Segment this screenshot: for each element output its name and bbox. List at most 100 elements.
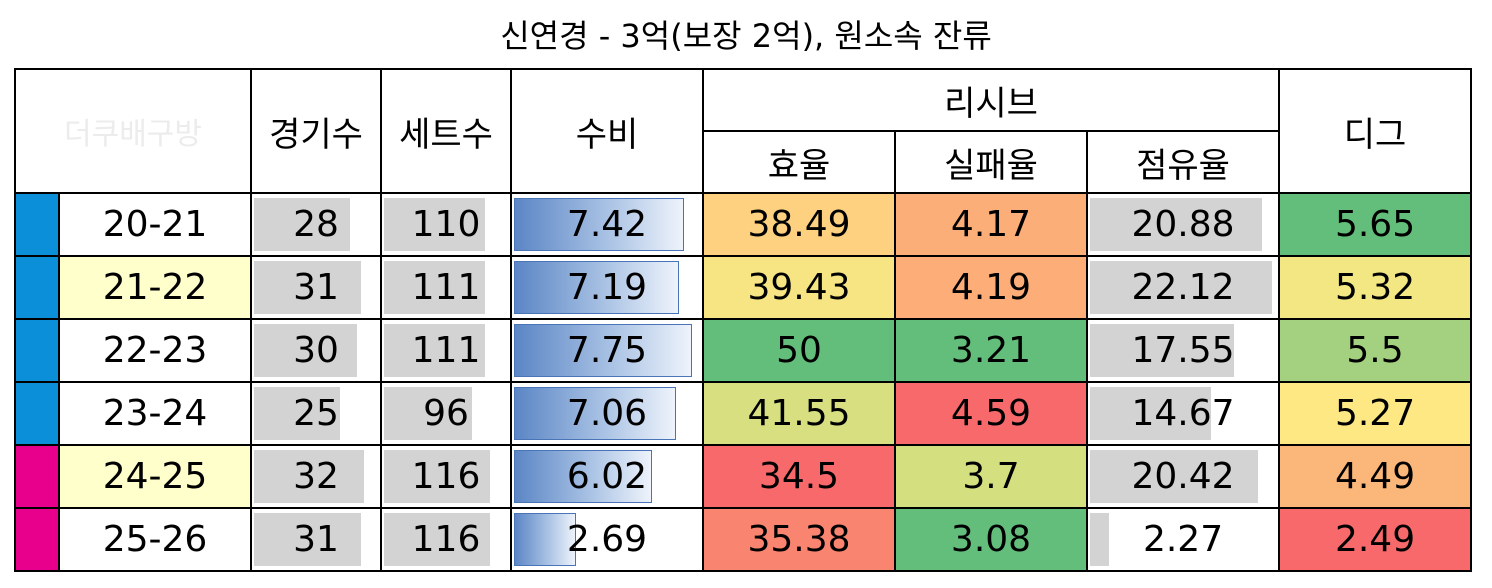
failure-value: 4.17	[950, 204, 1032, 245]
season-cell: 25-26	[58, 507, 252, 572]
sets-data-bar	[384, 261, 486, 314]
defense-value: 6.02	[566, 456, 648, 497]
failure-cell: 3.7	[894, 444, 1088, 509]
dig-value: 5.65	[1334, 204, 1416, 245]
efficiency-cell: 50	[702, 318, 896, 383]
efficiency-cell: 41.55	[702, 381, 896, 446]
games-data-bar	[254, 513, 361, 566]
games-cell: 28	[250, 192, 382, 257]
games-data-bar	[254, 324, 358, 377]
dig-value: 4.49	[1334, 456, 1416, 497]
team-header: 더쿠배구방	[14, 68, 252, 194]
failure-cell: 4.17	[894, 192, 1088, 257]
efficiency-cell: 35.38	[702, 507, 896, 572]
header-row-2: 효율 실패율 점유율	[15, 130, 1471, 194]
table-row: 25-26 31 116 2.69 35.38 3.08 2.27 2.49	[14, 507, 1473, 572]
games-value: 30	[293, 330, 339, 371]
share-data-bar	[1090, 450, 1258, 503]
sets-data-bar	[384, 324, 486, 377]
share-cell: 20.42	[1085, 444, 1281, 509]
sets-cell: 111	[380, 318, 512, 383]
defense-value: 7.06	[566, 393, 648, 434]
share-value: 22.12	[1131, 267, 1235, 308]
efficiency-cell: 39.43	[702, 255, 896, 320]
efficiency-cell: 38.49	[702, 192, 896, 257]
sets-cell: 110	[380, 192, 512, 257]
dig-cell: 5.5	[1278, 318, 1473, 383]
failure-cell: 4.19	[894, 255, 1088, 320]
games-value: 31	[293, 267, 339, 308]
games-value: 32	[293, 456, 339, 497]
dig-cell: 4.49	[1278, 444, 1473, 509]
games-value: 25	[293, 393, 339, 434]
chart-title: 신연경 - 3억(보장 2억), 원소속 잔류	[500, 17, 992, 55]
share-cell: 22.12	[1085, 255, 1281, 320]
failure-cell: 3.21	[894, 318, 1088, 383]
efficiency-header: 효율	[702, 130, 896, 194]
games-data-bar	[254, 387, 340, 440]
share-rate-header: 점유율	[1085, 130, 1281, 194]
failure-value: 4.19	[950, 267, 1032, 308]
receive-header: 리시브	[701, 68, 1281, 132]
games-cell: 30	[250, 318, 382, 383]
table-row: 21-22 31 111 7.19 39.43 4.19 22.12 5.32	[14, 255, 1473, 320]
defense-data-bar	[514, 324, 692, 377]
table-row: 23-24 25 96 7.06 41.55 4.59 14.67 5.27	[14, 381, 1473, 446]
season-cell: 22-23	[58, 318, 252, 383]
failure-value: 3.7	[962, 456, 1020, 497]
team-color-marker	[14, 444, 60, 509]
dig-value: 5.32	[1334, 267, 1416, 308]
season-cell: 21-22	[58, 255, 252, 320]
dig-value: 2.49	[1334, 519, 1416, 560]
sets-value: 111	[411, 267, 481, 308]
share-cell: 17.55	[1085, 318, 1281, 383]
sets-cell: 116	[380, 444, 512, 509]
defense-data-bar	[514, 261, 680, 314]
share-value: 20.42	[1131, 456, 1235, 497]
defense-value: 7.42	[566, 204, 648, 245]
sets-value: 116	[411, 519, 481, 560]
efficiency-value: 50	[776, 330, 822, 371]
share-data-bar	[1090, 513, 1109, 566]
share-data-bar	[1090, 324, 1235, 377]
defense-cell: 7.75	[510, 318, 704, 383]
failure-cell: 3.08	[894, 507, 1088, 572]
share-value: 2.27	[1142, 519, 1224, 560]
defense-value: 2.69	[566, 519, 648, 560]
sets-header: 세트수	[380, 68, 512, 194]
sets-value: 116	[411, 456, 481, 497]
table-row: 24-25 32 116 6.02 34.5 3.7 20.42 4.49	[14, 444, 1473, 509]
efficiency-value: 34.5	[758, 456, 840, 497]
games-cell: 31	[250, 507, 382, 572]
sets-value: 96	[423, 393, 469, 434]
sets-data-bar	[384, 387, 472, 440]
games-data-bar	[254, 261, 361, 314]
share-cell: 14.67	[1085, 381, 1281, 446]
defense-cell: 7.19	[510, 255, 704, 320]
season-cell: 20-21	[58, 192, 252, 257]
team-color-marker	[14, 318, 60, 383]
share-data-bar	[1090, 198, 1262, 251]
share-cell: 20.88	[1085, 192, 1281, 257]
share-value: 14.67	[1131, 393, 1235, 434]
efficiency-value: 39.43	[747, 267, 851, 308]
dig-cell: 2.49	[1278, 507, 1473, 572]
failure-cell: 4.59	[894, 381, 1088, 446]
sets-value: 110	[411, 204, 481, 245]
efficiency-cell: 34.5	[702, 444, 896, 509]
sets-data-bar	[384, 450, 490, 503]
defense-cell: 7.42	[510, 192, 704, 257]
defense-data-bar	[514, 450, 653, 503]
defense-value: 7.75	[566, 330, 648, 371]
season-cell: 24-25	[58, 444, 252, 509]
stats-table: 더쿠배구방 경기수 세트수 수비 리시브 디그 효율 실패율 점유율 20-21…	[14, 68, 1473, 572]
games-cell: 32	[250, 444, 382, 509]
games-cell: 31	[250, 255, 382, 320]
share-data-bar	[1090, 261, 1272, 314]
defense-cell: 6.02	[510, 444, 704, 509]
team-color-marker	[14, 255, 60, 320]
failure-value: 3.21	[950, 330, 1032, 371]
season-cell: 23-24	[58, 381, 252, 446]
sets-data-bar	[384, 513, 490, 566]
team-color-marker	[14, 381, 60, 446]
